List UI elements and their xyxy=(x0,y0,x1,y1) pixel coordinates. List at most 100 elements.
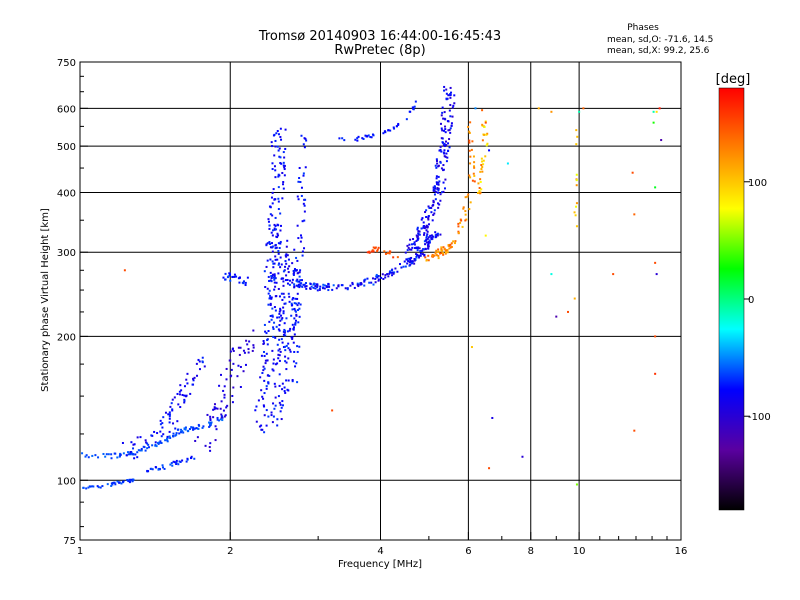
echo-point xyxy=(269,271,272,274)
echo-point xyxy=(298,271,301,274)
echo-point xyxy=(260,389,263,392)
echo-point xyxy=(269,302,272,305)
echo-point xyxy=(278,316,281,319)
echo-point xyxy=(425,209,428,212)
echo-point xyxy=(291,281,294,284)
echo-point xyxy=(468,139,471,142)
echo-point xyxy=(228,272,231,275)
echo-point xyxy=(446,156,449,159)
echo-point xyxy=(128,481,131,484)
echo-point xyxy=(464,210,467,213)
echo-point xyxy=(469,176,472,179)
echo-point xyxy=(178,460,181,463)
echo-point xyxy=(482,163,485,166)
echo-point xyxy=(265,424,268,427)
echo-point xyxy=(301,220,304,223)
echo-point xyxy=(278,147,281,150)
echo-point xyxy=(105,453,108,456)
echo-point xyxy=(97,456,100,459)
echo-point xyxy=(567,310,570,313)
echo-point xyxy=(303,219,306,222)
echo-point xyxy=(282,151,285,154)
echo-point xyxy=(223,396,226,399)
echo-point xyxy=(163,467,166,470)
echo-point xyxy=(433,209,436,212)
echo-point xyxy=(265,409,268,412)
echo-point xyxy=(359,283,362,286)
echo-point xyxy=(435,158,438,161)
echo-point xyxy=(118,455,121,458)
echo-point xyxy=(267,330,270,333)
echo-point xyxy=(189,392,192,395)
echo-point xyxy=(101,485,104,488)
echo-point xyxy=(153,430,156,433)
echo-point xyxy=(298,280,301,283)
echo-point xyxy=(422,221,425,224)
echo-point xyxy=(364,134,367,137)
x-tick-label: 10 xyxy=(573,546,586,557)
echo-point xyxy=(446,251,449,254)
echo-point xyxy=(281,341,284,344)
echo-point xyxy=(283,302,286,305)
echo-point xyxy=(245,339,248,342)
echo-point xyxy=(292,328,295,331)
echo-point xyxy=(466,195,469,198)
echo-point xyxy=(195,427,198,430)
echo-point xyxy=(265,385,268,388)
echo-point xyxy=(183,399,186,402)
echo-point xyxy=(220,400,223,403)
echo-point xyxy=(448,109,451,112)
echo-point xyxy=(268,374,271,377)
echo-point xyxy=(161,464,164,467)
echo-point xyxy=(293,317,296,320)
echo-point xyxy=(284,265,287,268)
echo-point xyxy=(220,413,223,416)
echo-point xyxy=(409,258,412,261)
echo-point xyxy=(422,225,425,228)
echo-point xyxy=(442,164,445,167)
y-tick-label: 750 xyxy=(57,58,76,69)
echo-point xyxy=(296,278,299,281)
echo-point xyxy=(349,284,352,287)
echo-point xyxy=(266,287,269,290)
echo-point xyxy=(295,362,298,365)
echo-point xyxy=(278,384,281,387)
echo-point xyxy=(280,406,283,409)
echo-point xyxy=(281,298,284,301)
y-tick-label: 500 xyxy=(57,142,76,153)
echo-point xyxy=(273,382,276,385)
echo-point xyxy=(157,442,160,445)
echo-point xyxy=(147,446,150,449)
echo-point xyxy=(285,379,288,382)
echo-point xyxy=(280,263,283,266)
echo-point xyxy=(295,279,298,282)
echo-point xyxy=(177,403,180,406)
echo-point xyxy=(282,187,285,190)
echo-point xyxy=(262,397,265,400)
echo-point xyxy=(404,265,407,268)
echo-point xyxy=(262,365,265,368)
echo-point xyxy=(278,295,281,298)
echo-point xyxy=(430,238,433,241)
echo-point xyxy=(442,117,445,120)
echo-point xyxy=(139,436,142,439)
echo-point xyxy=(484,234,487,237)
echo-point xyxy=(159,419,162,422)
echo-point xyxy=(213,406,216,409)
echo-point xyxy=(575,179,578,182)
echo-point xyxy=(427,259,430,262)
echo-point xyxy=(192,377,195,380)
echo-point xyxy=(151,444,154,447)
echo-point xyxy=(291,337,294,340)
echo-point xyxy=(655,110,658,113)
echo-point xyxy=(654,261,657,264)
echo-point xyxy=(437,164,440,167)
echo-point xyxy=(327,289,330,292)
echo-point xyxy=(412,106,415,109)
echo-point xyxy=(427,217,430,220)
echo-point xyxy=(180,428,183,431)
y-tick-label: 400 xyxy=(57,188,76,199)
echo-point xyxy=(159,441,162,444)
echo-point xyxy=(377,275,380,278)
x-tick-label: 16 xyxy=(675,546,688,557)
